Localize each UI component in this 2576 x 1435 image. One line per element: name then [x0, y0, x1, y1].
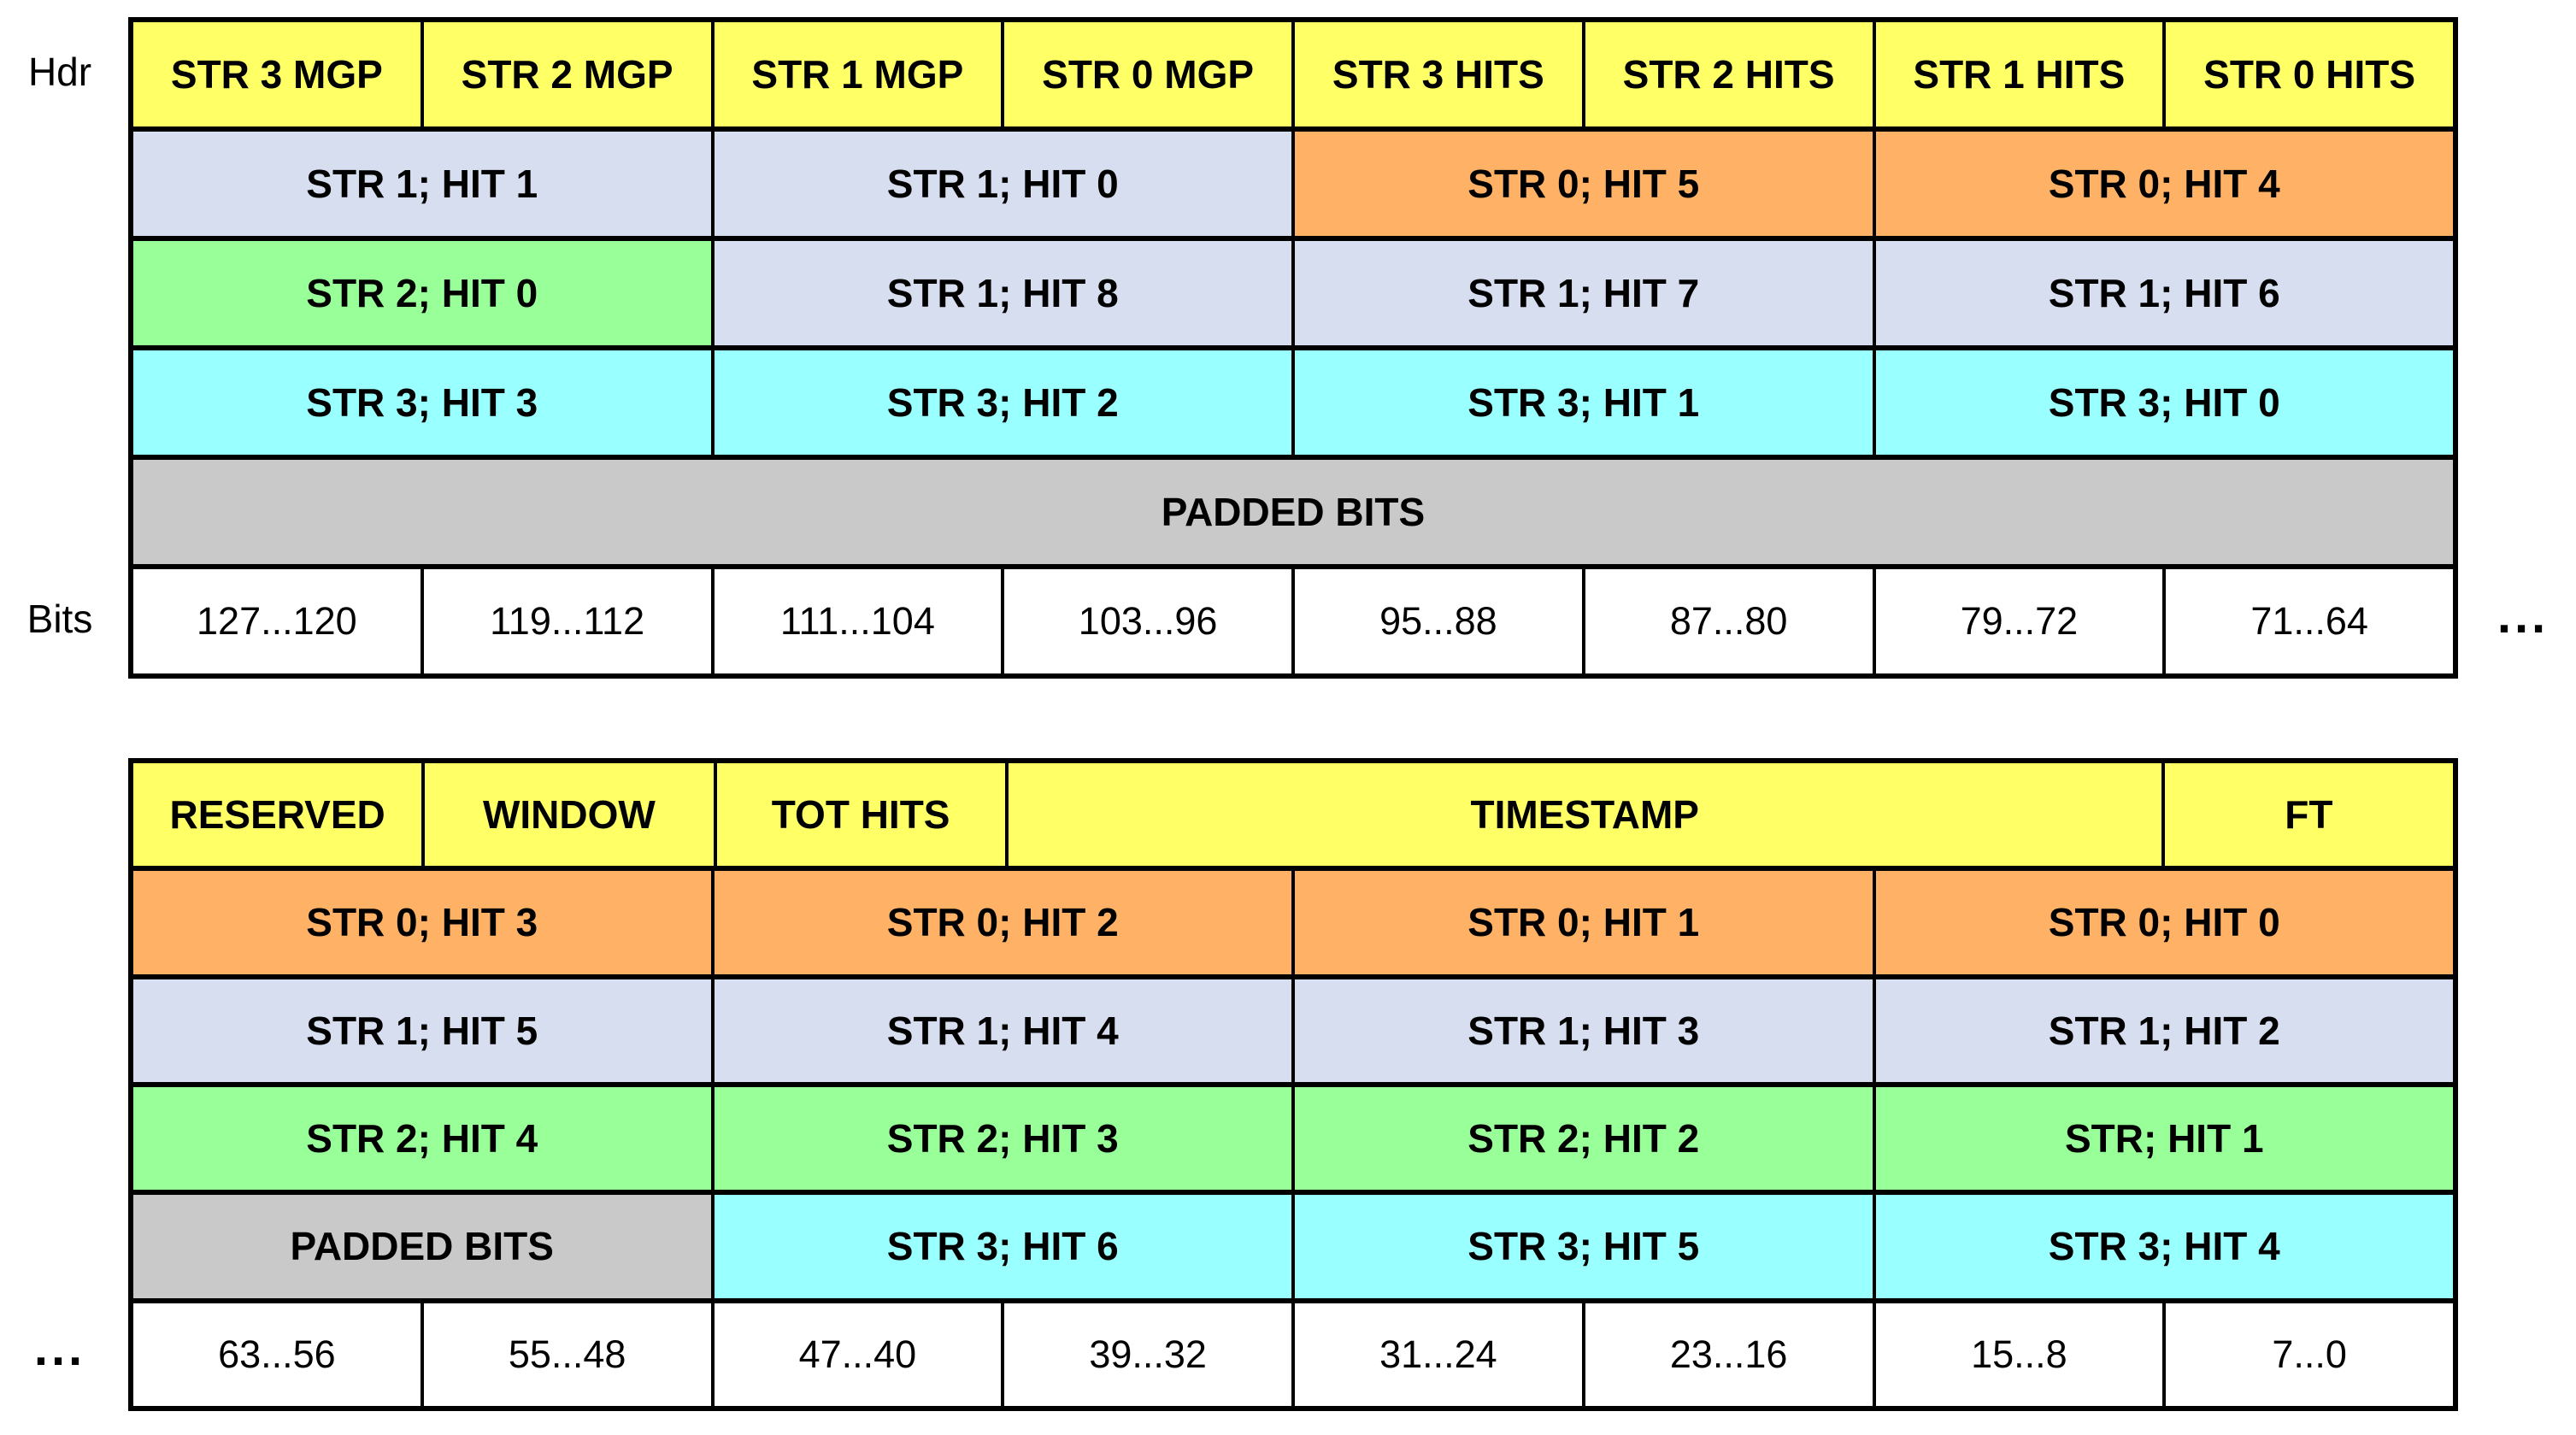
field-cell: STR 1; HIT 3	[1295, 979, 1876, 1082]
word0-row-5: 63...56 55...48 47...40 39...32 31...24 23...…	[133, 1303, 2453, 1406]
bit-range-cell: 95...88	[1295, 569, 1585, 673]
bit-range-cell: 119...112	[423, 569, 715, 673]
header-cell: WINDOW	[425, 763, 717, 867]
header-cell: STR 1 HITS	[1875, 22, 2167, 126]
word1-row-2: STR 2; HIT 0 STR 1; HIT 8 STR 1; HIT 7 STR …	[133, 241, 2453, 350]
header-cell: TOT HITS	[716, 763, 1009, 867]
header-cell: STR 0 MGP	[1004, 22, 1295, 126]
header-cell: STR 3 MGP	[133, 22, 424, 126]
field-cell: STR 1; HIT 4	[714, 979, 1295, 1082]
header-cell: STR 0 HITS	[2166, 22, 2453, 126]
field-cell: STR 2; HIT 3	[714, 1086, 1295, 1191]
field-cell: STR 3; HIT 3	[133, 350, 715, 455]
field-cell: STR 3; HIT 4	[1875, 1195, 2453, 1298]
field-cell: STR 3; HIT 6	[714, 1195, 1295, 1298]
field-cell: STR 3; HIT 0	[1875, 350, 2453, 455]
bit-range-cell: 127...120	[133, 569, 424, 673]
field-cell: STR 0; HIT 2	[714, 871, 1295, 974]
field-cell: STR 3; HIT 2	[714, 350, 1295, 455]
header-cell: STR 2 MGP	[423, 22, 715, 126]
field-cell: STR 1; HIT 7	[1295, 241, 1876, 345]
bit-range-cell: 23...16	[1585, 1303, 1876, 1406]
hdr-label: Hdr	[27, 50, 92, 94]
word1-row-3: STR 3; HIT 3 STR 3; HIT 2 STR 3; HIT 1 STR …	[133, 350, 2453, 460]
word0-row-2: STR 1; HIT 5 STR 1; HIT 4 STR 1; HIT 3 STR …	[133, 979, 2453, 1087]
field-cell: STR 2; HIT 4	[133, 1086, 715, 1191]
word0-row-1: STR 0; HIT 3 STR 0; HIT 2 STR 0; HIT 1 STR …	[133, 871, 2453, 979]
header-cell: TIMESTAMP	[1008, 763, 2165, 867]
header-cell: STR 3 HITS	[1295, 22, 1585, 126]
header-cell: RESERVED	[133, 763, 426, 867]
field-cell: PADDED BITS	[133, 460, 2453, 564]
word1-row-0: STR 3 MGP STR 2 MGP STR 1 MGP STR 0 MGP STR …	[133, 22, 2453, 132]
bit-range-cell: 79...72	[1875, 569, 2167, 673]
bit-range-cell: 103...96	[1004, 569, 1295, 673]
bit-range-cell: 31...24	[1295, 1303, 1585, 1406]
field-cell: STR 0; HIT 5	[1295, 132, 1876, 236]
field-cell: STR 3; HIT 1	[1295, 350, 1876, 455]
bit-range-cell: 71...64	[2166, 569, 2453, 673]
field-cell: STR 2; HIT 0	[133, 241, 715, 345]
field-cell: STR 2; HIT 2	[1295, 1086, 1876, 1191]
bit-range-cell: 39...32	[1004, 1303, 1295, 1406]
field-cell: STR; HIT 1	[1875, 1086, 2453, 1191]
word1-bitfield-table: STR 3 MGP STR 2 MGP STR 1 MGP STR 0 MGP STR …	[128, 17, 2458, 679]
field-cell: STR 0; HIT 0	[1875, 871, 2453, 974]
word1-continuation-ellipsis: ...	[2497, 587, 2550, 644]
field-cell: STR 1; HIT 2	[1875, 979, 2453, 1082]
field-cell: STR 0; HIT 4	[1875, 132, 2453, 236]
word1-row-1: STR 1; HIT 1 STR 1; HIT 0 STR 0; HIT 5 STR …	[133, 132, 2453, 241]
bit-range-cell: 63...56	[133, 1303, 424, 1406]
field-cell: STR 1; HIT 0	[714, 132, 1295, 236]
word1-row-4: PADDED BITS	[133, 460, 2453, 569]
field-cell: STR 0; HIT 3	[133, 871, 715, 974]
bits-label: Bits	[26, 597, 93, 641]
bit-range-cell: 15...8	[1875, 1303, 2167, 1406]
word0-continuation-ellipsis: ...	[33, 1320, 86, 1376]
header-cell: STR 1 MGP	[714, 22, 1005, 126]
bit-range-cell: 55...48	[423, 1303, 715, 1406]
field-cell: STR 1; HIT 6	[1875, 241, 2453, 345]
bit-range-cell: 7...0	[2166, 1303, 2453, 1406]
bit-range-cell: 111...104	[714, 569, 1005, 673]
field-cell: STR 3; HIT 5	[1295, 1195, 1876, 1298]
word0-row-0: RESERVED WINDOW TOT HITS TIMESTAMP FT	[133, 763, 2453, 872]
word1-row-5: 127...120 119...112 111...104 103...96 95...…	[133, 569, 2453, 673]
bit-range-cell: 47...40	[714, 1303, 1005, 1406]
field-cell: PADDED BITS	[133, 1195, 715, 1298]
field-cell: STR 1; HIT 1	[133, 132, 715, 236]
header-cell: STR 2 HITS	[1585, 22, 1876, 126]
bit-range-cell: 87...80	[1585, 569, 1876, 673]
word0-bitfield-table: RESERVED WINDOW TOT HITS TIMESTAMP FT STR 0; …	[128, 758, 2458, 1411]
word0-row-4: PADDED BITS STR 3; HIT 6 STR 3; HIT 5 STR 3…	[133, 1195, 2453, 1303]
field-cell: STR 1; HIT 5	[133, 979, 715, 1082]
field-cell: STR 0; HIT 1	[1295, 871, 1876, 974]
field-cell: STR 1; HIT 8	[714, 241, 1295, 345]
header-cell: FT	[2164, 763, 2453, 867]
word0-row-3: STR 2; HIT 4 STR 2; HIT 3 STR 2; HIT 2 STR;…	[133, 1086, 2453, 1196]
